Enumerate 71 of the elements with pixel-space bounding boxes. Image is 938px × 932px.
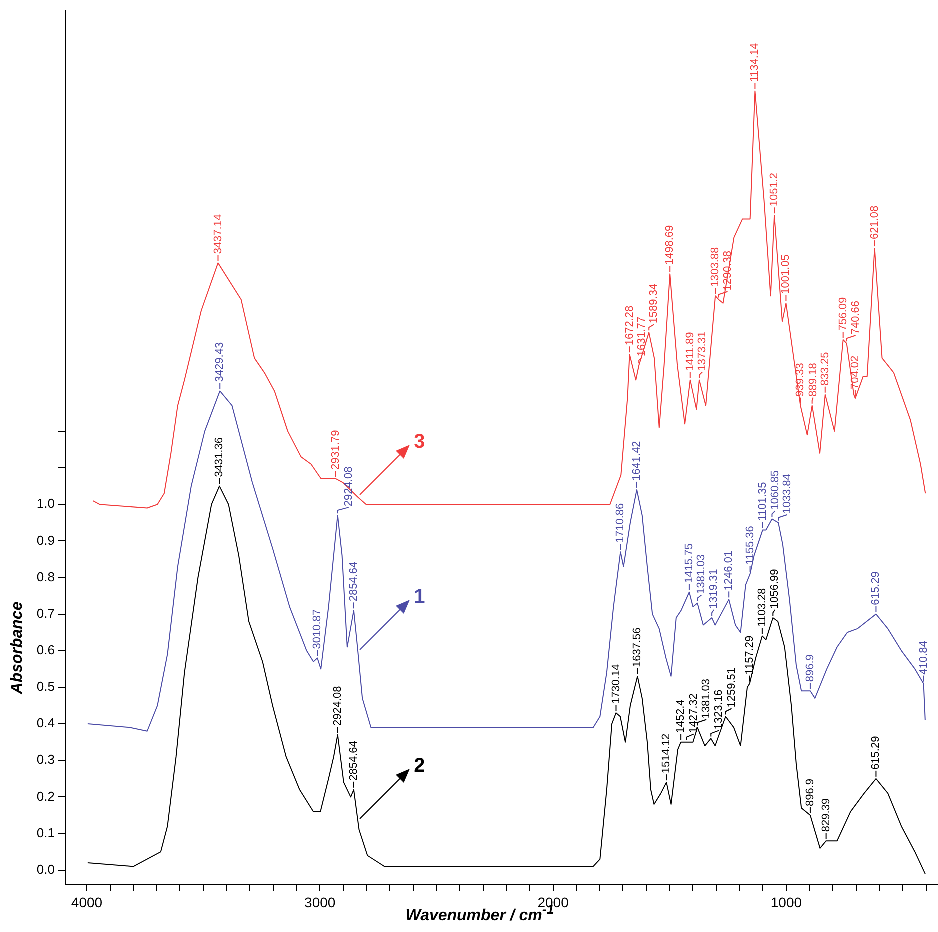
- legend-label: 2: [414, 755, 426, 778]
- annotation: 1259.51: [726, 668, 738, 708]
- annotation: 1319.31: [708, 569, 720, 609]
- annotation: 1631.77: [636, 316, 648, 357]
- annotation: 3010.87: [312, 609, 324, 650]
- annotation: 740.66: [850, 301, 862, 335]
- annotation: 833.25: [819, 352, 832, 386]
- annotation: 1514.12: [660, 734, 673, 774]
- annotation: 1381.03: [700, 678, 713, 719]
- annotation: 889.18: [807, 363, 820, 397]
- annotation: 1051.2: [768, 172, 781, 207]
- annotation: 3437.14: [212, 214, 224, 254]
- annotation: 1157.29: [744, 636, 756, 675]
- legend-label: 1: [414, 586, 426, 609]
- annotation: 1323.16: [713, 690, 726, 730]
- annotation: 3429.43: [214, 342, 226, 382]
- annotation: 896.9: [804, 778, 816, 807]
- annotation: 621.08: [868, 206, 881, 240]
- annotation: 1452.4: [675, 700, 688, 734]
- annotation: 410.84: [918, 641, 930, 675]
- y-tick-label: 0.3: [36, 752, 55, 768]
- y-tick-label: 0.5: [36, 679, 55, 694]
- y-tick-label: 0.9: [36, 532, 55, 548]
- y-tick-label: 1.0: [36, 496, 55, 512]
- y-tick-label: 0.4: [36, 716, 55, 731]
- annotation: 1641.42: [631, 441, 644, 481]
- y-axis-title: Absorbance: [9, 602, 27, 694]
- annotation: 1056.99: [769, 569, 782, 609]
- annotation: 1155.36: [744, 526, 756, 566]
- annotation: 2924.08: [332, 686, 344, 726]
- legend-label: 3: [414, 431, 426, 454]
- y-tick-label: 0.0: [36, 862, 55, 877]
- annotation: 1498.69: [664, 225, 676, 266]
- x-tick-label: 3000: [304, 894, 336, 910]
- annotation: 1589.34: [648, 284, 660, 324]
- annotation: 615.29: [870, 572, 882, 606]
- annotation: 756.09: [837, 297, 850, 331]
- annotation: 1033.84: [782, 474, 794, 514]
- annotation: 2854.64: [348, 562, 360, 602]
- annotation: 939.33: [794, 363, 807, 397]
- annotation: 1101.35: [756, 482, 769, 522]
- annotation: 829.39: [820, 798, 832, 832]
- annotation: 1381.03: [696, 554, 708, 594]
- annotation: 2931.79: [330, 430, 342, 470]
- annotation: 1415.75: [683, 544, 696, 584]
- y-tick-label: 0.1: [36, 825, 55, 840]
- annotation: 704.02: [849, 356, 862, 390]
- annotation: 1730.14: [610, 664, 622, 704]
- annotation: 1427.32: [688, 694, 700, 734]
- y-tick-label: 0.8: [36, 569, 55, 584]
- annotation: 1411.89: [684, 332, 696, 372]
- y-tick-label: 0.6: [36, 642, 55, 658]
- x-tick-label: 1000: [770, 894, 802, 910]
- annotation: 1672.28: [624, 306, 636, 346]
- annotation: 1103.28: [756, 588, 768, 628]
- annotation: 3431.36: [214, 438, 226, 478]
- annotation: 1246.01: [723, 550, 736, 591]
- annotation: 1373.31: [696, 331, 709, 372]
- annotation: 1710.86: [614, 503, 627, 544]
- x-tick-label: 4000: [71, 894, 103, 910]
- annotation: 2854.64: [348, 741, 360, 781]
- annotation: 1637.56: [632, 628, 644, 668]
- annotation: 615.29: [870, 736, 882, 770]
- annotation: 1001.05: [780, 254, 792, 294]
- annotation: 1303.88: [710, 247, 722, 288]
- annotation: 1060.85: [769, 470, 782, 510]
- annotation: 896.9: [804, 654, 816, 682]
- y-tick-label: 0.7: [36, 606, 55, 621]
- y-tick-label: 0.2: [36, 788, 55, 804]
- annotation: 2924.08: [342, 466, 355, 507]
- annotation: 1134.14: [749, 43, 762, 82]
